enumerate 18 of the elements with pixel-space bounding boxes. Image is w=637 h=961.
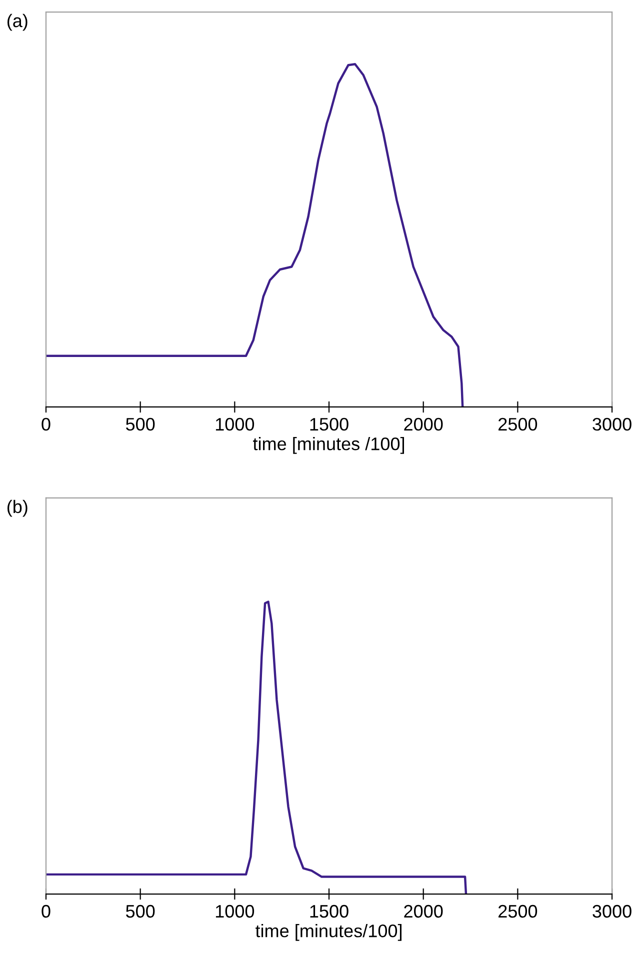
x-tick-label: 2000 — [404, 904, 443, 918]
x-tick-label: 1000 — [216, 418, 254, 431]
x-tick-label: 1500 — [310, 904, 348, 918]
chart-title: (a) — [7, 14, 28, 31]
x-tick-label: 1500 — [310, 418, 348, 431]
x-axis-title: time [minutes/100] — [256, 924, 402, 941]
x-tick-label: 1000 — [216, 904, 254, 918]
x-tick-label: 2000 — [404, 418, 443, 431]
x-axis-title: time [minutes /100] — [253, 437, 404, 454]
x-tick-label: 0 — [42, 904, 50, 918]
x-tick-label: 3000 — [592, 418, 632, 431]
x-tick-label: 3000 — [592, 904, 632, 918]
x-tick-label: 500 — [126, 418, 155, 431]
x-tick-label: 0 — [42, 418, 50, 431]
chart-title: (b) — [7, 500, 28, 517]
x-tick-label: 2500 — [498, 904, 538, 918]
x-tick-label: 2500 — [498, 418, 538, 431]
x-tick-label: 500 — [126, 904, 155, 918]
